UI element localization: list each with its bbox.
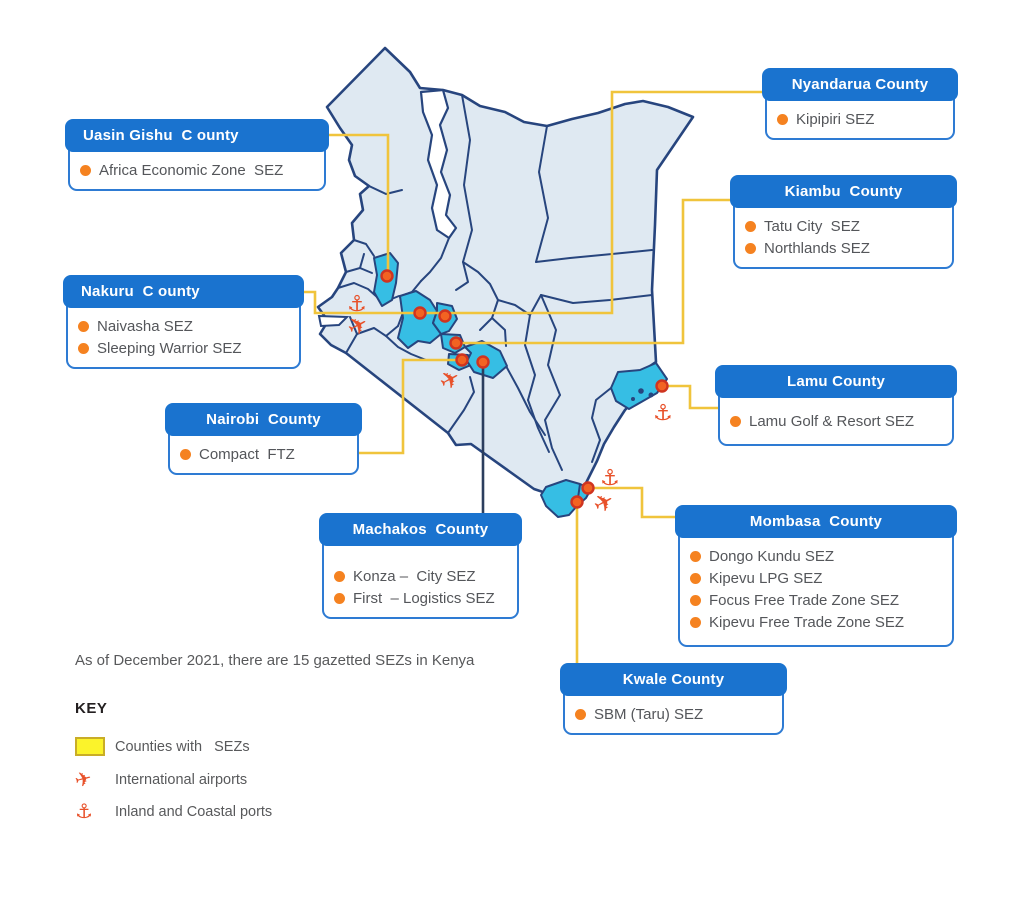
connector-uasin-gishu [322,133,390,276]
connector-mombasa [590,486,678,519]
sez-item: SBM (Taru) SEZ [575,703,772,725]
port-icon: ⚓ [600,466,620,491]
counties-swatch-icon [75,737,105,756]
sez-bullet-icon [745,220,756,232]
sez-bullet-icon [78,342,89,354]
sez-bullet-icon [180,448,191,460]
sez-item: Compact FTZ [180,443,347,465]
sez-item: Kipipiri SEZ [777,108,943,130]
sez-bullet-icon [690,572,701,584]
marker-lamu [655,379,669,393]
sez-label: Kipevu LPG SEZ [709,569,823,587]
sez-bullet-icon [690,616,701,628]
connector-nairobi [355,358,461,455]
county-name: Mombasa County [675,505,957,538]
sez-item: Dongo Kundu SEZ [690,545,942,567]
sez-item: Focus Free Trade Zone SEZ [690,589,942,611]
sez-markers [380,269,669,509]
sez-bullet-icon [334,592,345,604]
callout-nakuru: Nakuru C ounty Naivasha SEZ Sleeping War… [63,275,304,369]
marker-nakuru [413,306,427,320]
sez-label: Tatu City SEZ [764,217,860,235]
county-name: Kwale County [560,663,787,696]
key-row-counties: Counties with SEZs [75,737,250,756]
county-name: Kiambu County [730,175,957,208]
sez-item: Lamu Golf & Resort SEZ [730,410,942,432]
county-name: Nairobi County [165,403,362,436]
sez-item: Africa Economic Zone SEZ [80,159,314,181]
sez-bullet-icon [78,320,89,332]
county-name: Lamu County [715,365,957,398]
county-name: Nyandarua County [762,68,958,101]
sez-item: Naivasha SEZ [78,315,289,337]
sez-bullet-icon [745,242,756,254]
county-name: Uasin Gishu C ounty [65,119,329,152]
sez-item: Tatu City SEZ [745,215,942,237]
sez-bullet-icon [334,570,345,582]
callout-lamu: Lamu County Lamu Golf & Resort SEZ [715,365,957,446]
note-text: As of December 2021, there are 15 gazett… [75,652,475,669]
sez-bullet-icon [777,113,788,125]
county-name: Machakos County [319,513,522,546]
sez-item: First – Logistics SEZ [334,587,507,609]
sez-bullet-icon [690,550,701,562]
sez-bullet-icon [690,594,701,606]
sez-bullet-icon [730,415,741,427]
winam-gulf [317,314,350,328]
port-icon: ⚓ [75,801,93,823]
sez-item: Kipevu Free Trade Zone SEZ [690,611,942,633]
marker-kiambu [449,336,463,350]
key-label-counties: Counties with SEZs [115,738,250,755]
sez-label: First – Logistics SEZ [353,589,495,607]
sez-label: Compact FTZ [199,445,295,463]
port-icon: ⚓ [653,401,673,426]
sez-label: Kipipiri SEZ [796,110,875,128]
sez-item: Northlands SEZ [745,237,942,259]
sez-item: Sleeping Warrior SEZ [78,337,289,359]
callout-machakos: Machakos County Konza – City SEZ First –… [319,513,522,619]
callout-mombasa: Mombasa County Dongo Kundu SEZ Kipevu LP… [675,505,957,647]
connector-nakuru-nyandarua [297,90,767,315]
marker-uasin-gishu [380,269,394,283]
key-title: KEY [75,700,108,717]
sez-bullet-icon [575,708,586,720]
lake-turkana [419,88,458,240]
callout-kiambu: Kiambu County Tatu City SEZ Northlands S… [730,175,957,269]
connector-lines [297,90,767,663]
key-label-airports: International airports [115,772,248,788]
sez-item: Kipevu LPG SEZ [690,567,942,589]
connector-lamu [664,384,718,410]
key-label-ports: Inland and Coastal ports [115,804,273,820]
callout-uasin-gishu: Uasin Gishu C ounty Africa Economic Zone… [65,119,329,191]
callout-kwale: Kwale County SBM (Taru) SEZ [560,663,787,735]
sez-label: Focus Free Trade Zone SEZ [709,591,900,609]
sez-label: Konza – City SEZ [353,567,476,585]
sez-label: Kipevu Free Trade Zone SEZ [709,613,905,631]
key-row-ports: ⚓ Inland and Coastal ports [75,802,272,822]
sez-label: SBM (Taru) SEZ [594,705,704,723]
callout-nyandarua: Nyandarua County Kipipiri SEZ [762,68,958,140]
county-name: Nakuru C ounty [63,275,304,308]
connector-kiambu [458,198,733,345]
marker-kwale [570,495,584,509]
sez-label: Lamu Golf & Resort SEZ [749,412,915,430]
sez-label: Dongo Kundu SEZ [709,547,835,565]
port-icon: ⚓ [347,292,367,317]
marker-nyandarua [438,309,452,323]
marker-mombasa [581,481,595,495]
sez-bullet-icon [80,164,91,176]
key-row-airports: ✈ International airports [72,767,248,793]
kenya-outline [316,46,695,518]
sez-label: Africa Economic Zone SEZ [99,161,284,179]
marker-nairobi [455,353,469,367]
sez-item: Konza – City SEZ [334,565,507,587]
airport-icon: ✈ [72,767,95,793]
sez-label: Sleeping Warrior SEZ [97,339,242,357]
sez-label: Naivasha SEZ [97,317,193,335]
marker-machakos [476,355,490,369]
callout-nairobi: Nairobi County Compact FTZ [165,403,362,475]
sez-label: Northlands SEZ [764,239,870,257]
